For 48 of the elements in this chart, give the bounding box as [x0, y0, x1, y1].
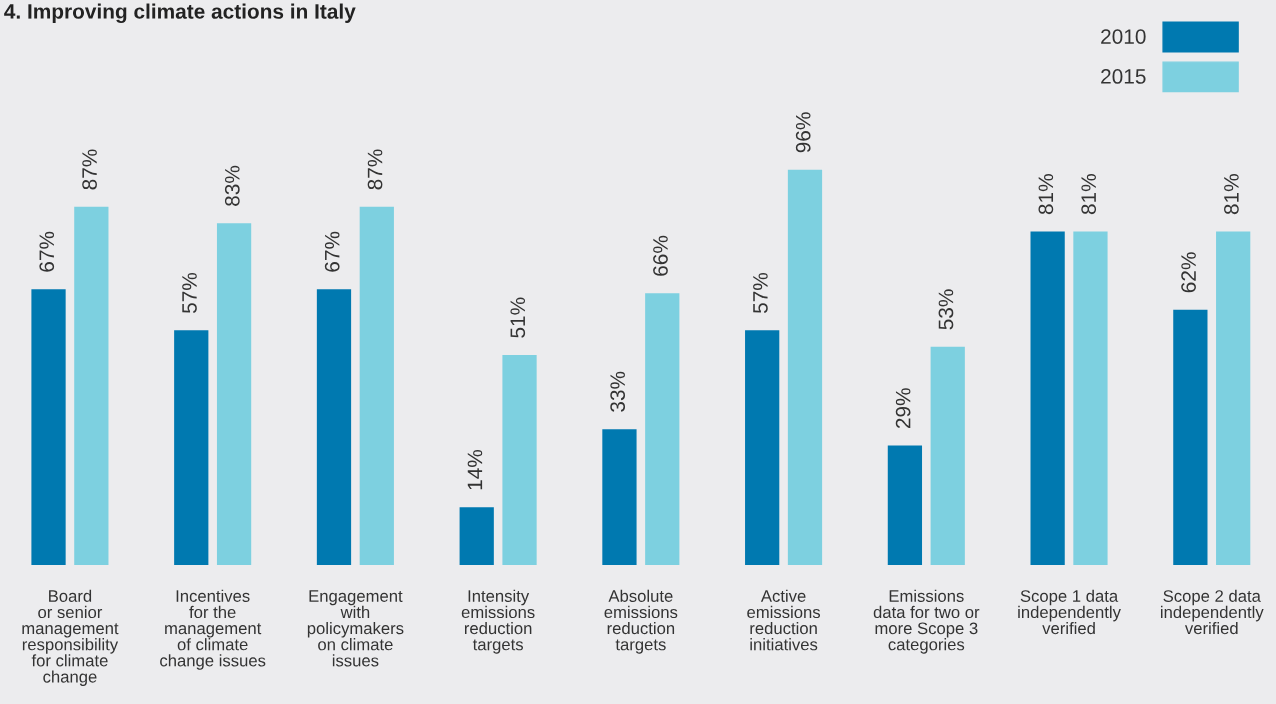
bar [1073, 231, 1108, 565]
data-label: 67% [39, 231, 55, 272]
legend-label: 2015 [1101, 69, 1146, 84]
bar [602, 429, 637, 565]
data-label: 66% [653, 235, 668, 276]
bar [645, 293, 680, 565]
x-tick-label: Emissions data for two or more Scope 3 categories [873, 589, 980, 654]
legend-label: 2010 [1101, 29, 1146, 44]
data-label: 81% [1038, 174, 1054, 215]
data-label: 29% [895, 388, 911, 429]
bar [216, 223, 252, 565]
data-label: 87% [82, 149, 97, 190]
bar [745, 330, 780, 565]
x-tick-label: Absolute emissions reduction targets [604, 589, 678, 654]
data-label: 57% [182, 272, 197, 314]
bar [1030, 231, 1065, 565]
bar [459, 507, 494, 565]
data-label: 81% [1224, 174, 1239, 215]
data-label: 96% [795, 112, 811, 153]
bar [174, 330, 209, 565]
data-label: 51% [510, 297, 526, 338]
bar [1173, 309, 1208, 565]
data-label: 53% [938, 289, 954, 330]
data-label: 81% [1081, 174, 1097, 215]
bar [502, 355, 537, 565]
data-label: 57% [753, 272, 768, 314]
data-label: 62% [1181, 252, 1196, 293]
x-tick-label: Board or senior management responsibility for climate change [22, 589, 119, 686]
bar [316, 289, 352, 565]
data-label: 67% [324, 231, 340, 272]
x-tick-label: Active emissions reduction initiatives [747, 589, 821, 651]
bar [359, 206, 394, 565]
x-tick-label: Engagement with policymakers on climate issues [307, 590, 404, 667]
bar [74, 206, 109, 565]
data-label: 33% [610, 371, 626, 412]
bar [1216, 231, 1251, 565]
bar [887, 445, 923, 565]
data-label: 87% [367, 149, 383, 190]
bar [31, 289, 66, 565]
x-tick-label: Scope 2 data independently verified [1160, 589, 1264, 635]
data-label: 14% [467, 449, 483, 490]
x-tick-label: Scope 1 data independently verified [1018, 589, 1121, 635]
bar [930, 346, 965, 565]
x-tick-label: Incentives for the management of climate change issues [160, 589, 266, 670]
x-tick-label: Intensity emissions reduction targets [461, 589, 535, 654]
bar [787, 169, 823, 565]
chart-title: 4. Improving climate actions in Italy [4, 3, 356, 24]
data-label: 83% [224, 165, 240, 206]
